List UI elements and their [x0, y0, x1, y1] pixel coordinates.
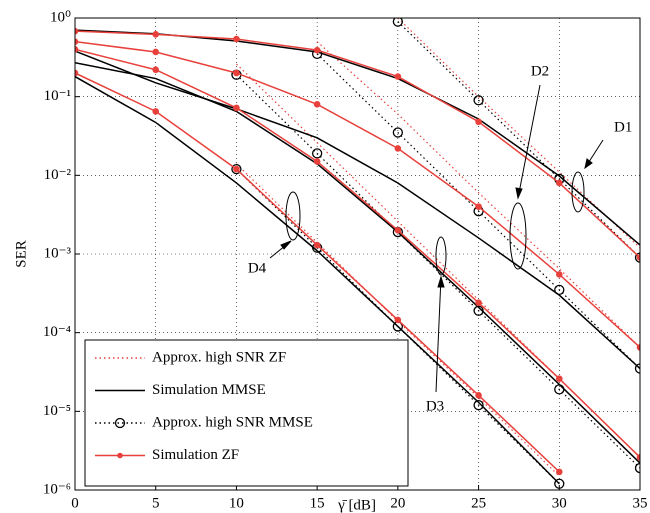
ellipse-d3	[435, 236, 447, 276]
series-line	[75, 30, 640, 259]
legend: Approx. high SNR ZF Simulation MMSE Approx…	[84, 339, 409, 487]
arrowhead-d2	[515, 187, 523, 200]
x-tick-label: 20	[390, 495, 405, 511]
marker	[231, 163, 242, 175]
y-tick-label: 10⁻⁴	[43, 324, 71, 340]
marker	[75, 27, 79, 35]
marker	[634, 252, 640, 263]
x-axis-label: γ̄ [dB]	[337, 497, 376, 513]
series-line	[316, 41, 640, 348]
marker	[152, 108, 160, 115]
marker	[475, 391, 482, 399]
marker	[634, 363, 640, 374]
annotation-shapes	[269, 84, 604, 393]
marker	[313, 46, 321, 54]
marker	[555, 271, 563, 278]
x-tick-label: 15	[310, 495, 325, 511]
marker	[473, 95, 484, 106]
legend-label: Simulation MMSE	[152, 382, 266, 398]
x-tick-label: 0	[71, 495, 79, 511]
legend-label: Simulation ZF	[152, 447, 239, 463]
marker	[313, 100, 321, 108]
legend-marker	[117, 452, 123, 459]
marker	[313, 158, 321, 165]
arrowhead-d3	[437, 275, 445, 288]
series-line	[236, 168, 560, 485]
arrow-d3	[435, 276, 442, 393]
annotation: D4	[248, 260, 267, 276]
ticks: 0 5 10 15 20 25 30 35 10⁻⁶ 10⁻⁵ 10⁻⁴ 10⁻³ 10⁻² 10⁻¹ 10…	[43, 9, 648, 511]
x-tick-label: 10	[229, 495, 244, 511]
marker	[152, 48, 160, 56]
plot-frame	[74, 17, 641, 491]
marker	[233, 69, 240, 77]
y-tick-label: 10⁻⁵	[43, 403, 71, 419]
annotation: D3	[426, 398, 444, 414]
series-line	[75, 61, 640, 464]
legend-label: Approx. high SNR ZF	[152, 349, 286, 365]
curves	[75, 18, 640, 489]
marker	[555, 179, 563, 187]
marker	[233, 165, 240, 173]
marker	[475, 299, 482, 307]
annotation: D1	[614, 119, 632, 135]
marker	[636, 254, 640, 261]
x-tick-label: 35	[633, 495, 648, 511]
ellipse-d2	[509, 202, 527, 270]
marker	[555, 375, 563, 382]
series-line	[75, 40, 640, 348]
ellipse-d4	[285, 191, 301, 241]
ellipse-d1	[571, 171, 585, 213]
marker	[475, 203, 482, 210]
marker	[313, 241, 321, 249]
marker	[233, 35, 240, 43]
marker	[394, 316, 402, 324]
marker	[636, 454, 640, 461]
marker	[152, 31, 160, 38]
marker	[392, 18, 404, 27]
marker	[473, 399, 484, 411]
arrow-d2	[517, 84, 541, 199]
series-line	[316, 53, 640, 369]
marker	[394, 145, 402, 152]
legend-box	[84, 339, 409, 487]
x-tick-label: 5	[152, 495, 160, 511]
annotation: D2	[531, 63, 549, 79]
y-tick-label: 10⁻²	[44, 167, 72, 183]
marker	[392, 127, 404, 138]
marker	[233, 104, 240, 112]
marker	[152, 66, 160, 74]
legend-marker	[114, 417, 126, 429]
marker	[555, 468, 563, 476]
y-tick-label: 10⁻⁶	[43, 481, 71, 497]
marker	[473, 305, 484, 316]
marker	[554, 384, 565, 395]
marker	[475, 118, 482, 126]
y-axis-label: SER	[13, 240, 29, 268]
x-tick-label: 25	[471, 495, 486, 511]
series-line	[75, 50, 640, 370]
arrowhead-d1	[584, 158, 593, 170]
legend-symbol	[114, 417, 126, 429]
legend-label: Approx. high SNR MMSE	[152, 414, 313, 430]
marker	[75, 69, 79, 77]
series-line	[75, 75, 560, 485]
series-line	[397, 18, 640, 249]
marker	[554, 284, 565, 296]
y-tick-label: 10⁻¹	[44, 88, 71, 104]
legend-symbol	[117, 452, 123, 459]
y-tick-label: 10⁻³	[44, 245, 72, 261]
marker	[634, 462, 640, 474]
x-tick-label: 30	[552, 495, 567, 511]
marker	[636, 344, 640, 351]
arrowhead-d4	[280, 240, 292, 250]
y-tick-label: 10⁰	[50, 9, 71, 25]
marker	[75, 46, 79, 53]
marker	[75, 38, 79, 45]
series-line	[75, 48, 640, 458]
marker	[394, 227, 402, 234]
marker	[311, 148, 323, 159]
marker	[394, 73, 402, 80]
